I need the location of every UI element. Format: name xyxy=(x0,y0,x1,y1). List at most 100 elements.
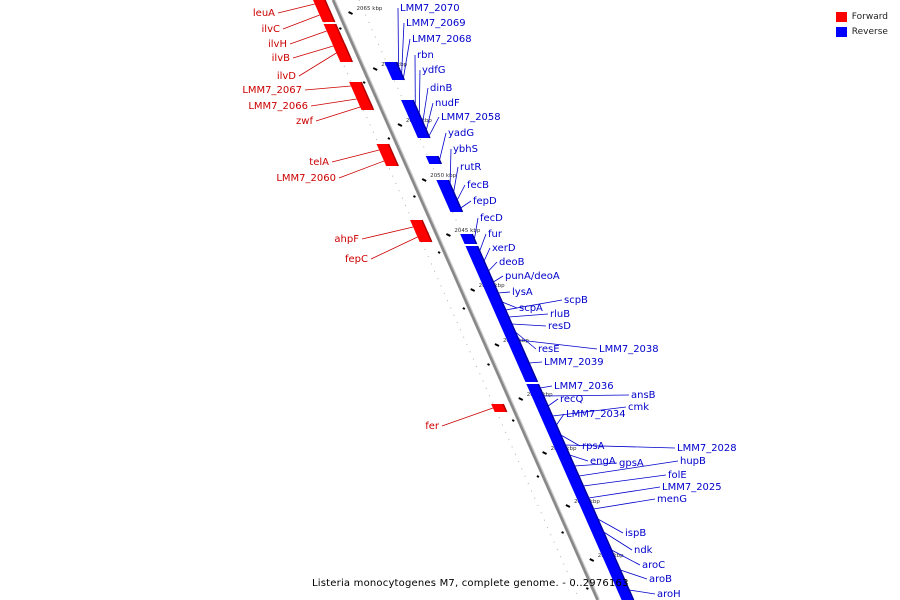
label-lmm7-2058[interactable]: LMM7_2058 xyxy=(441,112,501,123)
gene-lmm7-2039[interactable] xyxy=(508,344,538,382)
label-lmm7-2060[interactable]: LMM7_2060 xyxy=(276,173,336,184)
gene-hupb[interactable] xyxy=(565,472,581,480)
gene-lmm7-2058[interactable] xyxy=(416,134,430,138)
gene-ahpf[interactable] xyxy=(410,220,429,234)
label-lysa[interactable]: lysA xyxy=(512,287,533,298)
label-leua[interactable]: leuA xyxy=(253,8,275,19)
gene-resd[interactable] xyxy=(498,320,514,328)
gene-ndk[interactable] xyxy=(588,524,608,540)
gene-arob[interactable] xyxy=(603,560,625,580)
label-resd[interactable]: resD xyxy=(548,321,571,332)
label-yadg[interactable]: yadG xyxy=(448,128,474,139)
gene-cmk[interactable] xyxy=(538,412,555,420)
gene-ilvh[interactable] xyxy=(323,24,342,38)
minor-tick xyxy=(412,195,416,198)
label-fur[interactable]: fur xyxy=(488,229,503,240)
label-rbn[interactable]: rbn xyxy=(417,50,434,61)
label-ndk[interactable]: ndk xyxy=(634,545,653,556)
scale-label: 2065 kbp xyxy=(357,6,383,12)
label-lmm7-2038[interactable]: LMM7_2038 xyxy=(599,344,659,355)
label-fecb[interactable]: fecB xyxy=(467,180,489,191)
label-tela[interactable]: telA xyxy=(309,157,329,168)
label-ispb[interactable]: ispB xyxy=(625,528,646,539)
gene-ansb[interactable] xyxy=(529,392,546,400)
gene-aroc[interactable] xyxy=(595,540,616,560)
gene-aroh[interactable] xyxy=(612,580,634,600)
label-rpsa[interactable]: rpsA xyxy=(582,441,605,452)
gene-ilvd[interactable] xyxy=(332,44,353,62)
minor-tick xyxy=(536,475,540,478)
gene-dinb[interactable] xyxy=(409,118,425,126)
gene-lmm7-2038[interactable] xyxy=(505,336,521,344)
label-ybhs[interactable]: ybhS xyxy=(453,144,478,155)
label-lmm7-2068[interactable]: LMM7_2068 xyxy=(412,34,472,45)
label-recq[interactable]: recQ xyxy=(560,394,584,405)
gene-ilvc[interactable] xyxy=(316,8,335,22)
gene-ybhs[interactable] xyxy=(436,180,452,188)
gene-lmm7-2066[interactable] xyxy=(352,90,373,108)
label-fepd[interactable]: fepD xyxy=(473,196,497,207)
label-lmm7-2066[interactable]: LMM7_2066 xyxy=(248,101,308,112)
gene-nudf[interactable] xyxy=(412,126,429,134)
label-arob[interactable]: aroB xyxy=(649,574,672,585)
label-gpsa[interactable]: gpsA xyxy=(619,458,644,469)
label-deob[interactable]: deoB xyxy=(499,257,525,268)
label-ydfg[interactable]: ydfG xyxy=(422,65,446,76)
label-lmm7-2039[interactable]: LMM7_2039 xyxy=(544,357,604,368)
label-fer[interactable]: fer xyxy=(425,421,440,432)
label-lmm7-2067[interactable]: LMM7_2067 xyxy=(242,85,302,96)
label-hupb[interactable]: hupB xyxy=(680,456,706,467)
label-enga[interactable]: engA xyxy=(590,456,616,467)
gene-scpb[interactable] xyxy=(491,306,508,314)
label-ilvc[interactable]: ilvC xyxy=(262,24,280,35)
label-fepc[interactable]: fepC xyxy=(345,254,368,265)
gene-rlub[interactable] xyxy=(495,314,511,320)
label-rlub[interactable]: rluB xyxy=(550,309,570,320)
gene-ydfg[interactable] xyxy=(405,110,422,118)
label-leader xyxy=(304,85,351,91)
gene-lmm7-2067[interactable] xyxy=(349,82,365,90)
label-rese[interactable]: resE xyxy=(538,344,560,355)
gene-rutr[interactable] xyxy=(439,188,456,196)
label-ilvd[interactable]: ilvD xyxy=(277,71,296,82)
gene-fer[interactable] xyxy=(491,404,507,412)
label-lmm7-2028[interactable]: LMM7_2028 xyxy=(677,443,737,454)
label-lmm7-2036[interactable]: LMM7_2036 xyxy=(554,381,614,392)
label-dinb[interactable]: dinB xyxy=(430,83,452,94)
label-puna-deoa[interactable]: punA/deoA xyxy=(505,271,560,282)
label-cmk[interactable]: cmk xyxy=(628,402,649,413)
label-nudf[interactable]: nudF xyxy=(435,98,460,109)
label-ilvh[interactable]: ilvH xyxy=(268,39,287,50)
gene-scpa[interactable] xyxy=(488,298,504,306)
label-leader xyxy=(560,434,581,447)
map-caption: Listeria monocytogenes M7, complete geno… xyxy=(312,578,629,589)
label-zwf[interactable]: zwf xyxy=(296,116,313,127)
label-lmm7-2025[interactable]: LMM7_2025 xyxy=(662,482,722,493)
label-xerd[interactable]: xerD xyxy=(492,243,516,254)
gene-yadg[interactable] xyxy=(425,156,442,164)
label-ahpf[interactable]: ahpF xyxy=(334,234,359,245)
label-fecd[interactable]: fecD xyxy=(480,213,503,224)
gene-lmm7-2036[interactable] xyxy=(526,384,542,392)
label-aroh[interactable]: aroH xyxy=(657,589,681,600)
label-ilvb[interactable]: ilvB xyxy=(272,53,290,64)
label-fole[interactable]: folE xyxy=(668,470,687,481)
label-lmm7-2034[interactable]: LMM7_2034 xyxy=(566,409,626,420)
label-scpb[interactable]: scpB xyxy=(564,295,588,306)
gene-zwf[interactable] xyxy=(358,104,374,110)
gene-fepd[interactable] xyxy=(446,204,463,212)
gene-rese[interactable] xyxy=(501,328,518,336)
label-lmm7-2069[interactable]: LMM7_2069 xyxy=(406,18,466,29)
label-scpa[interactable]: scpA xyxy=(519,303,543,314)
label-ansb[interactable]: ansB xyxy=(631,390,656,401)
label-rutr[interactable]: rutR xyxy=(460,162,481,173)
gene-lmm7-2068[interactable] xyxy=(390,76,405,80)
label-aroc[interactable]: aroC xyxy=(642,560,665,571)
gene-fecb[interactable] xyxy=(443,196,459,204)
gene-leua[interactable] xyxy=(313,0,329,8)
gene-edge xyxy=(324,0,330,9)
gene-lmm7-2069[interactable] xyxy=(388,72,403,76)
scale-tick xyxy=(445,233,451,237)
label-lmm7-2070[interactable]: LMM7_2070 xyxy=(400,3,460,14)
label-meng[interactable]: menG xyxy=(657,494,687,505)
